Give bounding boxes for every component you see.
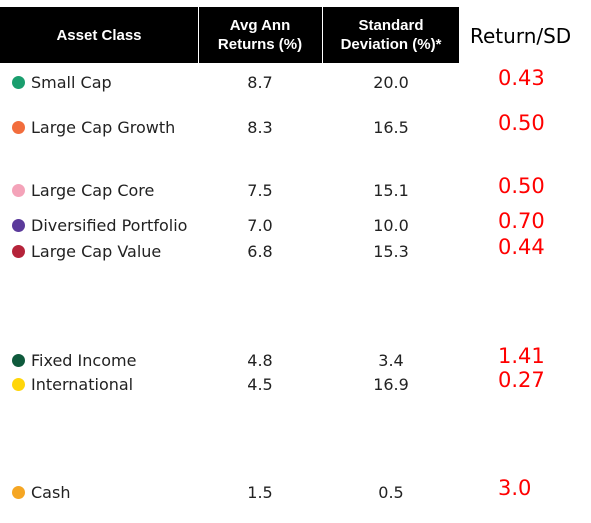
std-dev-value: 10.0 bbox=[373, 216, 409, 235]
asset-name: Diversified Portfolio bbox=[31, 216, 188, 235]
avg-return-value: 4.8 bbox=[247, 351, 273, 370]
asset-name: Large Cap Value bbox=[31, 242, 162, 261]
asset-name: Large Cap Growth bbox=[31, 118, 176, 137]
std-dev-value: 16.5 bbox=[373, 118, 409, 137]
avg-return-value: 7.5 bbox=[247, 181, 273, 200]
avg-return-value: 7.0 bbox=[247, 216, 273, 235]
table-row: Diversified Portfolio 7.0 10.0 0.70 bbox=[0, 209, 591, 238]
table-row: Large Cap Core 7.5 15.1 0.50 bbox=[0, 174, 591, 203]
asset-name: Large Cap Core bbox=[31, 181, 155, 200]
return-sd-value: 0.50 bbox=[498, 111, 545, 135]
avg-return-value: 8.7 bbox=[247, 73, 273, 92]
header-asset-class: Asset Class bbox=[56, 26, 142, 44]
asset-name: International bbox=[31, 375, 134, 394]
legend-dot-icon bbox=[12, 76, 25, 89]
legend-dot-icon bbox=[12, 121, 25, 134]
avg-return-value: 4.5 bbox=[247, 375, 273, 394]
return-sd-value: 0.44 bbox=[498, 235, 545, 259]
table-row: Large Cap Growth 8.3 16.5 0.50 bbox=[0, 111, 591, 140]
table-row: Small Cap 8.7 20.0 0.43 bbox=[0, 66, 591, 95]
table-row: Cash 1.5 0.5 3.0 bbox=[0, 476, 591, 505]
legend-dot-icon bbox=[12, 354, 25, 367]
header-divider bbox=[198, 7, 199, 63]
avg-return-value: 1.5 bbox=[247, 483, 273, 502]
table-row: Large Cap Value 6.8 15.3 0.44 bbox=[0, 235, 591, 264]
legend-dot-icon bbox=[12, 486, 25, 499]
legend-dot-icon bbox=[12, 184, 25, 197]
std-dev-value: 0.5 bbox=[378, 483, 404, 502]
std-dev-value: 15.3 bbox=[373, 242, 409, 261]
asset-name: Small Cap bbox=[31, 73, 112, 92]
return-sd-value: 1.41 bbox=[498, 344, 545, 368]
asset-name: Cash bbox=[31, 483, 71, 502]
table-row: Fixed Income 4.8 3.4 1.41 bbox=[0, 344, 591, 373]
std-dev-value: 15.1 bbox=[373, 181, 409, 200]
std-dev-value: 20.0 bbox=[373, 73, 409, 92]
avg-return-value: 8.3 bbox=[247, 118, 273, 137]
legend-dot-icon bbox=[12, 219, 25, 232]
table-row: International 4.5 16.9 0.27 bbox=[0, 368, 591, 397]
table-header-bar bbox=[0, 7, 459, 63]
header-return-sd: Return/SD bbox=[470, 24, 572, 48]
return-sd-value: 0.43 bbox=[498, 66, 545, 90]
legend-dot-icon bbox=[12, 378, 25, 391]
std-dev-value: 3.4 bbox=[378, 351, 404, 370]
return-sd-value: 0.50 bbox=[498, 174, 545, 198]
header-std-dev: Standard Deviation (%)* bbox=[340, 17, 442, 53]
legend-dot-icon bbox=[12, 245, 25, 258]
header-divider bbox=[322, 7, 323, 63]
avg-return-value: 6.8 bbox=[247, 242, 273, 261]
return-sd-value: 3.0 bbox=[498, 476, 532, 500]
return-sd-value: 0.70 bbox=[498, 209, 545, 233]
asset-name: Fixed Income bbox=[31, 351, 137, 370]
return-sd-value: 0.27 bbox=[498, 368, 545, 392]
std-dev-value: 16.9 bbox=[373, 375, 409, 394]
header-avg-returns: Avg Ann Returns (%) bbox=[217, 17, 303, 53]
